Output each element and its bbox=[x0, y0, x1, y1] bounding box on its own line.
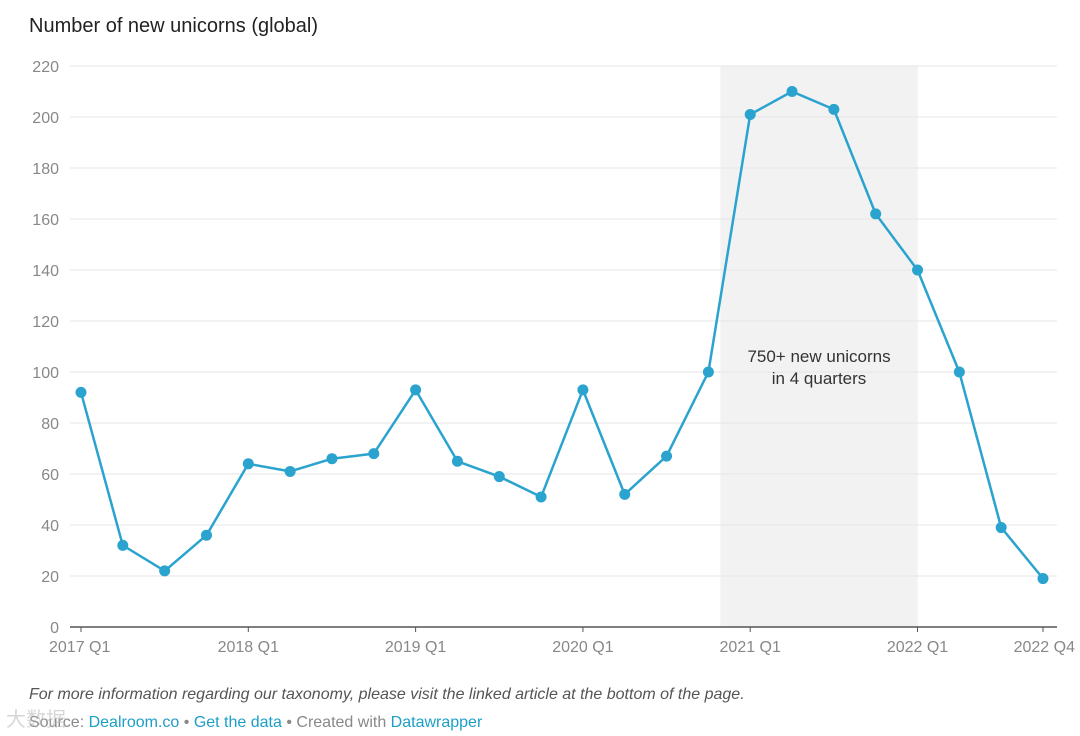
data-point bbox=[995, 522, 1007, 534]
data-point bbox=[326, 453, 338, 465]
data-point bbox=[661, 450, 673, 462]
highlight-band bbox=[720, 66, 918, 627]
created-with-text: Created with bbox=[296, 714, 387, 731]
x-tick-label: 2022 Q4 bbox=[1014, 639, 1075, 656]
datawrapper-link[interactable]: Datawrapper bbox=[390, 714, 483, 731]
data-point bbox=[493, 471, 505, 483]
x-tick-label: 2017 Q1 bbox=[49, 639, 110, 656]
data-point bbox=[535, 491, 547, 503]
x-tick-label: 2018 Q1 bbox=[218, 639, 279, 656]
annotation-label: in 4 quarters bbox=[772, 369, 867, 388]
data-point bbox=[242, 458, 254, 470]
x-tick-label: 2019 Q1 bbox=[385, 639, 446, 656]
data-point bbox=[75, 386, 87, 398]
series-line bbox=[79, 90, 1044, 580]
y-tick-label: 20 bbox=[41, 569, 59, 586]
data-point bbox=[451, 455, 463, 467]
get-data-link[interactable]: Get the data bbox=[193, 714, 282, 731]
y-tick-label: 40 bbox=[41, 518, 59, 535]
separator: • bbox=[286, 714, 292, 731]
y-axis-ticks: 0 20 40 60 80 100 120 140 160 180 200 220 bbox=[32, 59, 59, 637]
data-point bbox=[117, 539, 129, 551]
data-point bbox=[744, 108, 756, 120]
y-tick-label: 0 bbox=[50, 620, 59, 637]
y-tick-label: 80 bbox=[41, 416, 59, 433]
annotation-group: 750+ new unicorns in 4 quarters bbox=[747, 347, 890, 388]
data-point bbox=[159, 565, 171, 577]
annotation-label: 750+ new unicorns bbox=[747, 347, 890, 366]
chart-source-line: Source: Dealroom.co • Get the data • Cre… bbox=[29, 714, 482, 732]
data-point bbox=[953, 366, 965, 378]
data-point bbox=[200, 529, 212, 541]
data-point bbox=[828, 103, 840, 115]
source-prefix: Source: bbox=[29, 714, 85, 731]
x-tick-label: 2022 Q1 bbox=[887, 639, 948, 656]
highlight-band-group bbox=[720, 66, 918, 627]
chart-notes: For more information regarding our taxon… bbox=[29, 686, 745, 703]
data-point bbox=[870, 208, 882, 220]
data-point bbox=[284, 465, 296, 477]
x-tick-label: 2021 Q1 bbox=[720, 639, 781, 656]
series-line-group bbox=[79, 90, 1044, 580]
y-tick-label: 200 bbox=[32, 110, 59, 127]
data-point bbox=[368, 448, 380, 460]
data-points bbox=[75, 86, 1049, 585]
y-tick-label: 140 bbox=[32, 263, 59, 280]
data-point bbox=[1037, 573, 1049, 585]
data-point bbox=[619, 488, 631, 500]
gridlines bbox=[70, 65, 1057, 628]
data-point bbox=[702, 366, 714, 378]
data-point bbox=[577, 384, 589, 396]
x-axis-ticks: 2017 Q1 2018 Q1 2019 Q1 2020 Q1 2021 Q1 2022 … bbox=[49, 627, 1075, 656]
chart-title: Number of new unicorns (global) bbox=[29, 15, 319, 37]
y-tick-label: 100 bbox=[32, 365, 59, 382]
data-point bbox=[786, 86, 798, 97]
y-tick-label: 120 bbox=[32, 314, 59, 331]
y-tick-label: 220 bbox=[32, 59, 59, 76]
data-point bbox=[410, 384, 422, 396]
x-tick-label: 2020 Q1 bbox=[552, 639, 613, 656]
y-tick-label: 60 bbox=[41, 467, 59, 484]
data-point bbox=[912, 264, 924, 276]
y-tick-label: 180 bbox=[32, 161, 59, 178]
separator: • bbox=[183, 714, 190, 731]
source-link[interactable]: Dealroom.co bbox=[88, 714, 180, 731]
y-tick-label: 160 bbox=[32, 212, 59, 229]
